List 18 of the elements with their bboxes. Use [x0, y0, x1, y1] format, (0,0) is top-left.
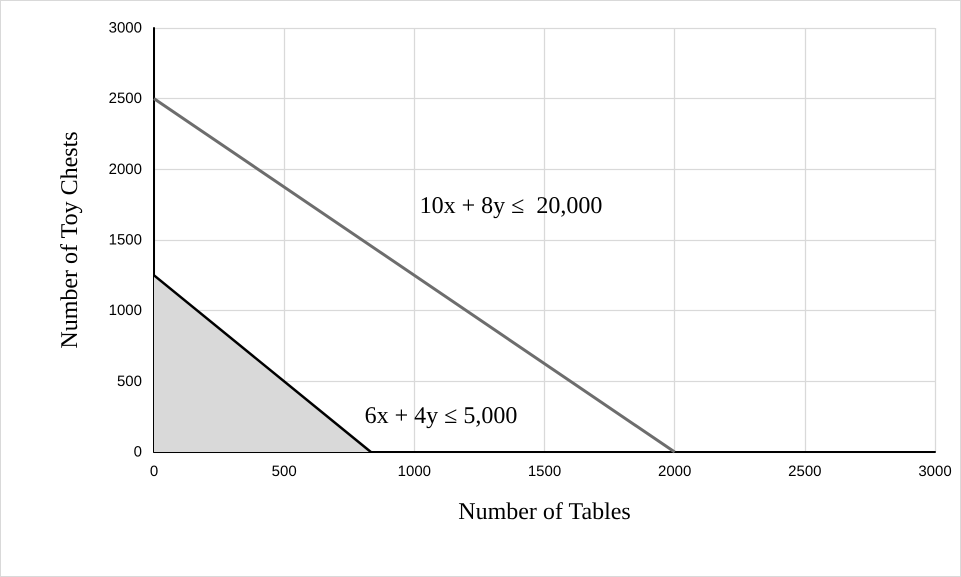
y-tick-label: 2500 [108, 90, 142, 108]
y-axis-title: Number of Toy Chests [57, 131, 83, 349]
x-tick-label: 500 [272, 463, 297, 480]
y-tick-label: 2000 [108, 160, 142, 178]
x-tick-label: 0 [150, 463, 158, 480]
x-tick-label: 2000 [658, 463, 692, 480]
y-tick-label: 1500 [108, 232, 142, 248]
x-tick-label: 3000 [918, 463, 952, 480]
x-tick-label: 1500 [528, 463, 562, 480]
annotation: 6x + 4y ≤ 5,000 [364, 403, 518, 429]
annotation: 10x + 8y ≤ 20,000 [420, 193, 602, 219]
x-axis-title: Number of Tables [458, 499, 631, 525]
y-tick-label: 3000 [108, 20, 142, 36]
y-tick-label: 0 [134, 444, 142, 460]
y-tick-label: 1000 [108, 302, 142, 320]
x-tick-label: 2500 [788, 463, 822, 480]
x-tick-label: 1000 [398, 463, 432, 480]
y-tick-label: 500 [116, 372, 142, 390]
